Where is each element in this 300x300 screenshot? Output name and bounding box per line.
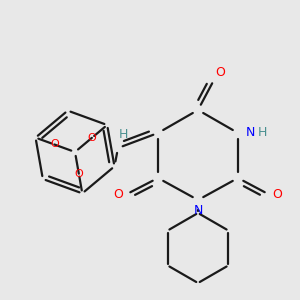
Text: O: O (215, 67, 225, 80)
Text: O: O (113, 188, 123, 202)
Text: H: H (257, 127, 267, 140)
Text: O: O (50, 140, 59, 149)
Text: N: N (245, 127, 255, 140)
Text: O: O (272, 188, 282, 202)
Text: O: O (74, 169, 83, 179)
Text: N: N (193, 203, 203, 217)
Text: H: H (118, 128, 128, 140)
Text: O: O (88, 133, 96, 143)
